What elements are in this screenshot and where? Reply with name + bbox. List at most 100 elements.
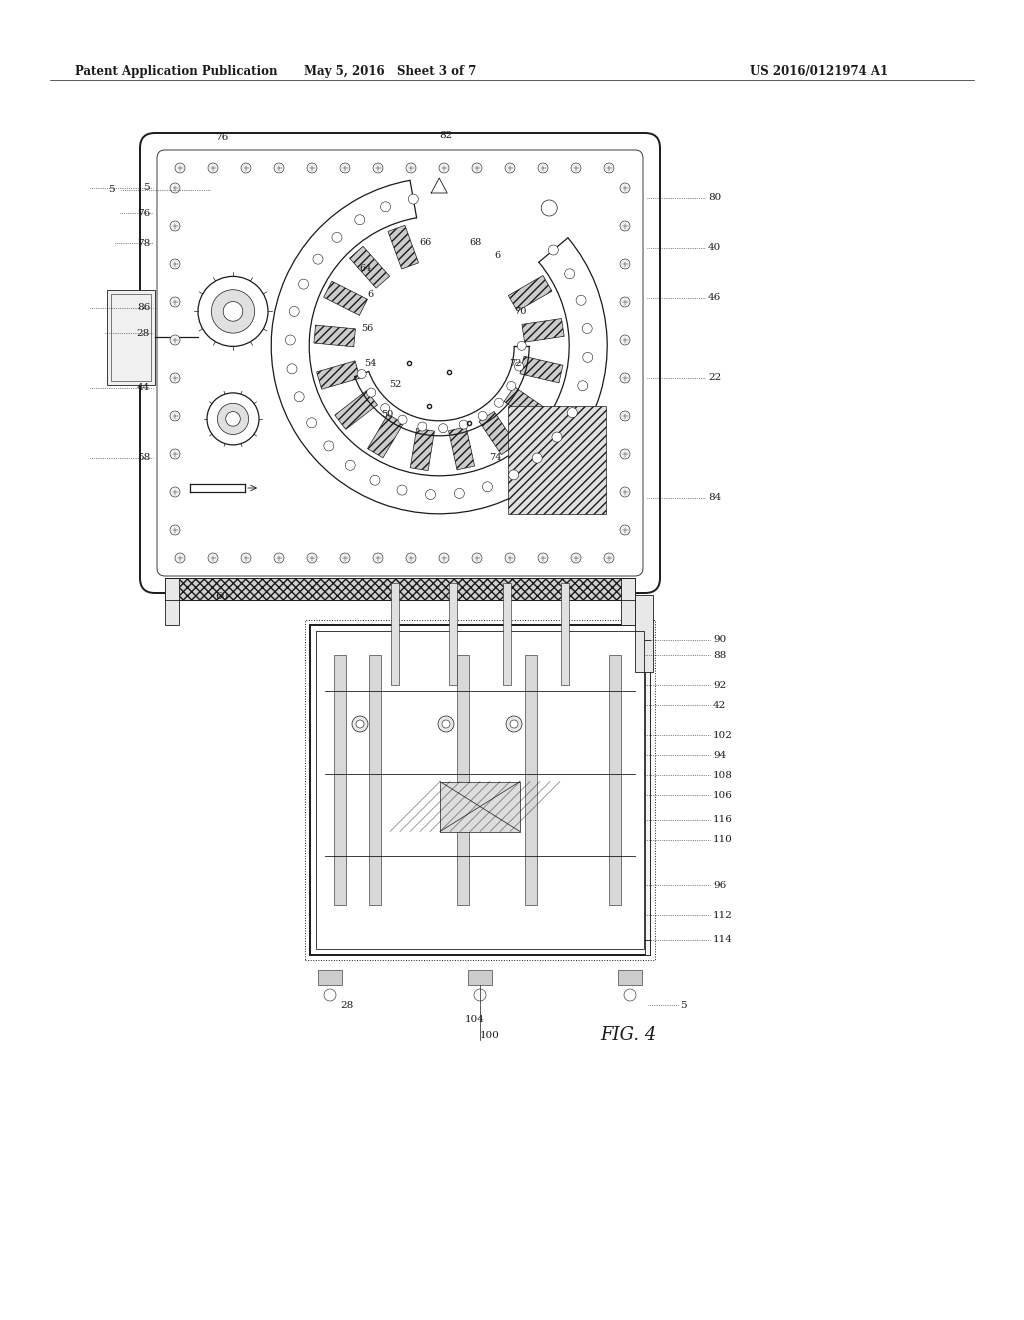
Circle shape	[409, 194, 419, 205]
Polygon shape	[324, 281, 368, 315]
Polygon shape	[504, 387, 547, 424]
Circle shape	[345, 461, 355, 470]
Bar	[165, 578, 635, 601]
Text: 74: 74	[489, 453, 502, 462]
Circle shape	[170, 335, 180, 345]
Polygon shape	[449, 426, 475, 470]
Circle shape	[307, 162, 317, 173]
Polygon shape	[368, 414, 403, 458]
Circle shape	[306, 418, 316, 428]
Text: 68: 68	[469, 238, 481, 247]
Text: 50: 50	[381, 411, 393, 420]
Circle shape	[294, 392, 304, 401]
Circle shape	[324, 989, 336, 1001]
Circle shape	[620, 374, 630, 383]
Circle shape	[352, 715, 368, 733]
Circle shape	[620, 449, 630, 459]
Text: 5: 5	[143, 183, 150, 193]
Bar	[503, 583, 511, 685]
Circle shape	[208, 553, 218, 564]
Circle shape	[241, 162, 251, 173]
Text: 22: 22	[708, 374, 721, 383]
Polygon shape	[522, 318, 564, 342]
Circle shape	[381, 202, 390, 211]
Circle shape	[620, 411, 630, 421]
Circle shape	[505, 162, 515, 173]
Circle shape	[299, 279, 308, 289]
Circle shape	[406, 553, 416, 564]
Circle shape	[223, 301, 243, 321]
Bar	[468, 970, 492, 985]
Circle shape	[583, 323, 592, 334]
Text: 60: 60	[215, 593, 228, 602]
Circle shape	[418, 422, 427, 432]
Circle shape	[620, 525, 630, 535]
Circle shape	[287, 364, 297, 374]
Circle shape	[340, 162, 350, 173]
Text: 116: 116	[713, 816, 733, 825]
Circle shape	[286, 335, 295, 345]
Circle shape	[170, 374, 180, 383]
Circle shape	[370, 475, 380, 486]
Text: May 5, 2016   Sheet 3 of 7: May 5, 2016 Sheet 3 of 7	[304, 65, 476, 78]
Circle shape	[472, 162, 482, 173]
Circle shape	[482, 482, 493, 492]
Polygon shape	[508, 276, 552, 312]
Text: Patent Application Publication: Patent Application Publication	[75, 65, 278, 78]
Circle shape	[357, 370, 367, 379]
Circle shape	[170, 487, 180, 498]
Text: 76: 76	[215, 133, 228, 143]
Bar	[621, 578, 635, 624]
Text: 28: 28	[137, 329, 150, 338]
Text: 70: 70	[514, 306, 526, 315]
Circle shape	[624, 989, 636, 1001]
Circle shape	[514, 362, 523, 371]
Circle shape	[578, 380, 588, 391]
Text: 90: 90	[713, 635, 726, 644]
Bar	[369, 655, 381, 906]
Circle shape	[274, 162, 284, 173]
Bar	[525, 655, 537, 906]
Bar	[111, 294, 151, 380]
Circle shape	[170, 297, 180, 308]
Text: 42: 42	[713, 701, 726, 710]
Circle shape	[225, 412, 241, 426]
Text: 76: 76	[137, 209, 150, 218]
Circle shape	[438, 424, 447, 433]
Polygon shape	[335, 391, 378, 429]
Circle shape	[538, 162, 548, 173]
Text: 66: 66	[419, 238, 431, 247]
Circle shape	[307, 553, 317, 564]
Text: 78: 78	[137, 239, 150, 248]
Circle shape	[217, 404, 249, 434]
Circle shape	[532, 453, 542, 463]
Circle shape	[474, 989, 486, 1001]
Circle shape	[552, 432, 562, 442]
Circle shape	[439, 162, 449, 173]
Circle shape	[620, 220, 630, 231]
Text: US 2016/0121974 A1: US 2016/0121974 A1	[750, 65, 888, 78]
Text: 6: 6	[495, 251, 501, 260]
Circle shape	[198, 276, 268, 346]
Bar	[305, 620, 655, 960]
Bar	[561, 583, 569, 685]
Circle shape	[170, 183, 180, 193]
Circle shape	[381, 404, 390, 413]
Bar	[440, 781, 520, 832]
Text: 110: 110	[713, 836, 733, 845]
Circle shape	[397, 484, 407, 495]
Polygon shape	[316, 360, 360, 389]
Circle shape	[175, 553, 185, 564]
Bar	[165, 578, 179, 624]
Text: 40: 40	[708, 243, 721, 252]
Circle shape	[373, 162, 383, 173]
Circle shape	[538, 553, 548, 564]
Text: 106: 106	[713, 791, 733, 800]
Circle shape	[620, 259, 630, 269]
Text: 64: 64	[359, 264, 372, 273]
Circle shape	[207, 393, 259, 445]
Text: 6: 6	[368, 289, 374, 298]
Text: 84: 84	[708, 494, 721, 503]
Circle shape	[175, 162, 185, 173]
Bar	[318, 970, 342, 985]
